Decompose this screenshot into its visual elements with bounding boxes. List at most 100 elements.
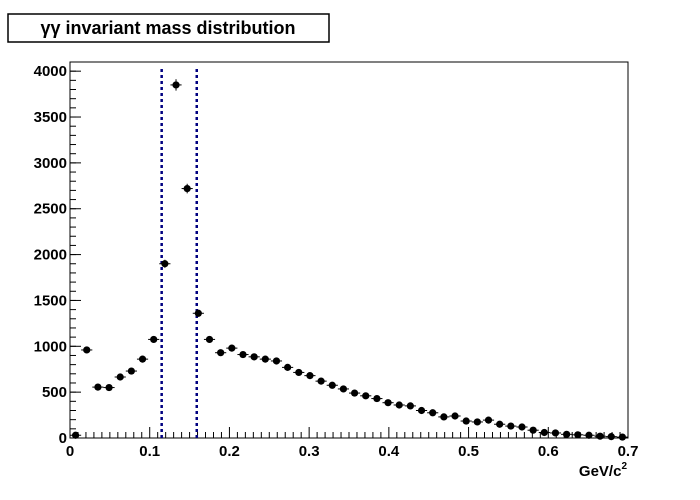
data-point — [203, 335, 216, 344]
data-point — [326, 381, 338, 389]
data-point — [415, 406, 428, 415]
data-point — [192, 309, 204, 317]
data-marker — [484, 416, 493, 424]
data-point — [248, 353, 260, 361]
data-point — [460, 417, 472, 425]
data-point — [70, 431, 82, 439]
data-point — [304, 372, 316, 380]
data-point — [293, 368, 305, 377]
data-marker — [551, 429, 560, 437]
data-marker — [574, 431, 582, 439]
data-point — [259, 355, 271, 363]
data-point — [561, 430, 573, 438]
data-point — [136, 355, 149, 363]
data-marker — [429, 409, 437, 417]
data-marker — [83, 346, 91, 354]
data-point — [382, 399, 394, 407]
data-marker — [228, 344, 236, 352]
data-point — [282, 363, 294, 371]
data-marker — [496, 420, 504, 428]
data-point — [237, 350, 249, 359]
data-point — [516, 423, 528, 431]
data-marker — [194, 309, 202, 317]
data-point — [616, 433, 628, 441]
data-marker — [71, 431, 80, 439]
data-point — [404, 402, 416, 410]
data-marker — [362, 392, 370, 400]
data-marker — [328, 381, 336, 389]
title-box-frame — [7, 13, 330, 43]
data-point — [159, 259, 171, 268]
chart-title: γγ invariant mass distribution — [40, 18, 295, 38]
x-tick-label: 0.7 — [618, 443, 639, 460]
data-point — [494, 420, 506, 428]
data-point — [114, 373, 126, 381]
data-marker — [339, 385, 348, 393]
data-marker — [373, 394, 381, 403]
x-axis-title-text: GeV/c — [579, 463, 622, 480]
data-marker — [183, 184, 191, 193]
title-box: γγ invariant mass distribution — [7, 13, 330, 43]
data-point — [337, 385, 349, 393]
data-marker — [585, 431, 593, 439]
data-point — [572, 431, 584, 439]
data-marker — [205, 335, 214, 344]
data-marker — [406, 402, 414, 410]
y-tick-label: 1000 — [34, 338, 67, 355]
data-point — [527, 426, 539, 434]
data-point — [538, 428, 550, 437]
x-tick-label: 0.6 — [538, 443, 559, 460]
data-marker — [529, 426, 537, 434]
data-marker — [116, 373, 124, 381]
x-tick-label: 0 — [66, 443, 74, 460]
data-marker — [350, 389, 359, 397]
data-marker — [462, 417, 470, 425]
data-marker — [451, 412, 459, 420]
y-tick-label: 2500 — [34, 201, 67, 218]
data-marker — [150, 335, 158, 344]
x-tick-label: 0.3 — [299, 443, 320, 460]
y-axis: 0 500 1000 1500 2000 2500 3000 3500 4000 — [34, 61, 81, 447]
data-marker — [284, 363, 292, 371]
data-point — [482, 416, 495, 424]
data-marker — [518, 423, 526, 431]
data-point — [549, 429, 562, 437]
data-marker — [596, 432, 604, 440]
data-point — [81, 346, 93, 354]
data-point — [270, 357, 283, 365]
data-point — [181, 183, 193, 194]
x-tick-label: 0.5 — [458, 443, 479, 460]
data-marker — [138, 355, 147, 363]
data-marker — [607, 433, 615, 441]
data-marker — [105, 383, 113, 392]
x-axis-title: GeV/c2 — [579, 461, 628, 480]
data-point — [505, 422, 517, 430]
data-marker — [295, 368, 303, 377]
data-point — [103, 383, 115, 392]
data-point — [393, 401, 405, 409]
data-points — [70, 79, 628, 441]
data-marker — [172, 81, 180, 89]
data-point — [148, 335, 160, 344]
data-marker — [417, 406, 426, 415]
data-marker — [618, 433, 627, 441]
data-marker — [94, 383, 102, 391]
data-marker — [317, 377, 325, 385]
data-marker — [563, 430, 571, 438]
data-point — [360, 392, 372, 400]
data-marker — [217, 349, 225, 357]
data-point — [215, 349, 227, 357]
data-point — [471, 418, 483, 426]
y-tick-label: 4000 — [34, 63, 67, 80]
data-point — [170, 79, 182, 91]
data-point — [92, 383, 104, 391]
data-point — [226, 344, 238, 352]
data-marker — [540, 428, 548, 437]
cut-lines — [160, 69, 198, 438]
y-tick-label: 2000 — [34, 247, 67, 264]
data-point — [315, 377, 327, 385]
data-marker — [473, 418, 481, 426]
data-marker — [127, 367, 135, 375]
